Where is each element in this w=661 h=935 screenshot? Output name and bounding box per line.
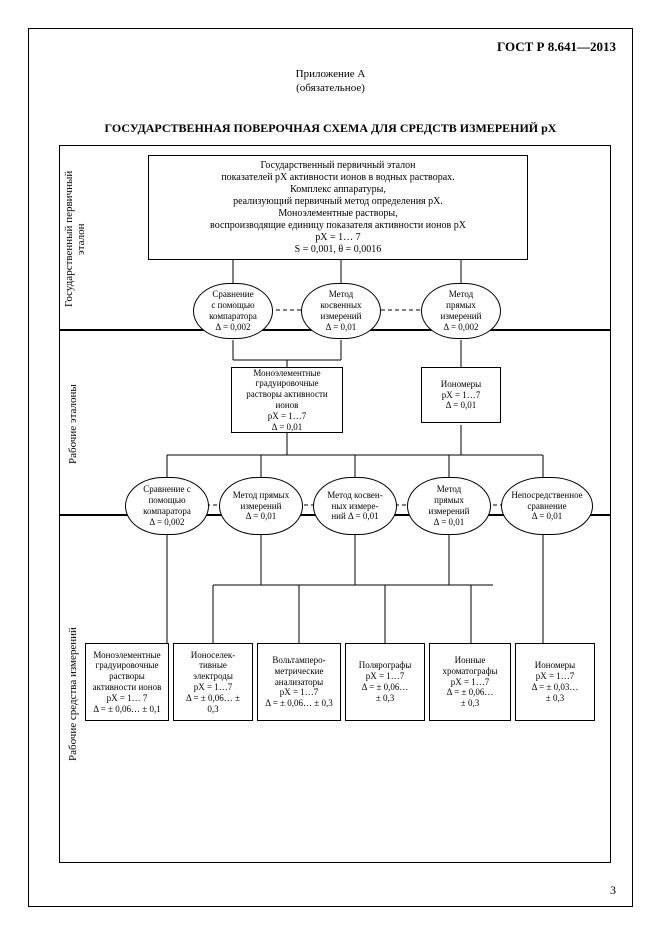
node-direct-compare: НепосредственноесравнениеΔ = 0,01 (501, 477, 593, 535)
node-instr-5: ИонныехроматографыpX = 1…7Δ = ± 0,06…± 0… (429, 643, 511, 721)
node-instr-2: Ионоселек-тивныеэлектродыpX = 1…7Δ = ± 0… (173, 643, 253, 721)
node-comparator-2: Сравнение спомощьюкомпаратораΔ = 0,002 (125, 477, 209, 535)
node-working-solutions: Моноэлементныеградуировочныерастворы акт… (231, 367, 343, 433)
appendix-header: Приложение А (обязательное) (29, 67, 632, 96)
schema-title: ГОСУДАРСТВЕННАЯ ПОВЕРОЧНАЯ СХЕМА ДЛЯ СРЕ… (29, 121, 632, 136)
node-direct-1: МетодпрямыхизмеренийΔ = 0,002 (421, 283, 501, 339)
node-instr-4: ПолярографыpX = 1…7Δ = ± 0,06…± 0,3 (345, 643, 425, 721)
node-direct-3: МетодпрямыхизмеренийΔ = 0,01 (407, 477, 491, 535)
node-instr-3: Вольтамперо-метрическиеанализаторыpX = 1… (257, 643, 341, 721)
node-direct-2: Метод прямыхизмеренийΔ = 0,01 (219, 477, 303, 535)
appendix-line2: (обязательное) (296, 82, 365, 94)
page-frame: ГОСТ Р 8.641—2013 Приложение А (обязател… (28, 28, 633, 907)
node-instr-1: Моноэлементныеградуировочныерастворыакти… (85, 643, 169, 721)
node-comparator-1: Сравнениес помощьюкомпаратораΔ = 0,002 (193, 283, 273, 339)
doc-code: ГОСТ Р 8.641—2013 (497, 39, 616, 55)
node-instr-6: ИономерыpX = 1…7Δ = ± 0,03…± 0,3 (515, 643, 595, 721)
side-label-2: Рабочие эталоны (67, 369, 79, 479)
node-indirect-1: МетодкосвенныхизмеренийΔ = 0,01 (301, 283, 381, 339)
verification-diagram: Государственный первичный эталонпоказате… (83, 145, 611, 863)
appendix-line1: Приложение А (296, 68, 366, 80)
node-primary-standard: Государственный первичный эталонпоказате… (148, 155, 528, 260)
side-label-3: Рабочие средства измерений (67, 609, 79, 779)
node-working-ionomers: ИономерыpX = 1…7Δ = 0,01 (421, 367, 501, 423)
node-indirect-2: Метод косвен-ных измере-ний Δ = 0,01 (313, 477, 397, 535)
page-number: 3 (610, 883, 616, 898)
